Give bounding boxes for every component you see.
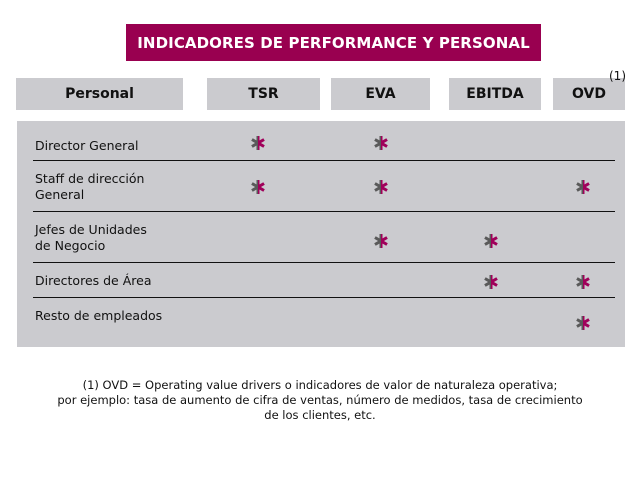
row-divider [33,297,615,298]
row-label-resto-empleados: Resto de empleados [35,308,163,323]
footnote: (1) OVD = Operating value drivers o indi… [10,378,630,423]
asterisk-icon [251,179,265,194]
footnote-line-2: por ejemplo: tasa de aumento de cifra de… [57,393,583,407]
asterisk-icon [484,274,498,289]
column-header-eva: EVA [331,78,430,110]
column-header-ovd: OVD [553,78,625,110]
indicator-matrix: Director General Staff de dirección Gene… [17,121,625,347]
asterisk-icon [576,274,590,289]
row-divider [33,262,615,263]
asterisk-icon [251,135,265,150]
asterisk-icon [374,233,388,248]
page-title: INDICADORES DE PERFORMANCE Y PERSONAL [126,24,541,61]
asterisk-icon [576,315,590,330]
asterisk-icon [374,179,388,194]
asterisk-icon [484,233,498,248]
row-divider [33,211,615,212]
asterisk-icon [374,135,388,150]
column-header-ebitda: EBITDA [449,78,541,110]
column-header-tsr: TSR [207,78,320,110]
row-label-director-general: Director General [35,138,139,153]
footnote-line-3: de los clientes, etc. [264,408,376,422]
row-divider [33,160,615,161]
column-header-personal: Personal [16,78,183,110]
ovd-footnote-marker: (1) [609,69,626,83]
row-label-directores-area: Directores de Área [35,273,152,288]
asterisk-icon [576,179,590,194]
row-label-staff-direccion: Staff de dirección General [35,171,145,202]
footnote-line-1: (1) OVD = Operating value drivers o indi… [82,378,558,392]
row-label-jefes-unidades: Jefes de Unidades de Negocio [35,222,147,253]
